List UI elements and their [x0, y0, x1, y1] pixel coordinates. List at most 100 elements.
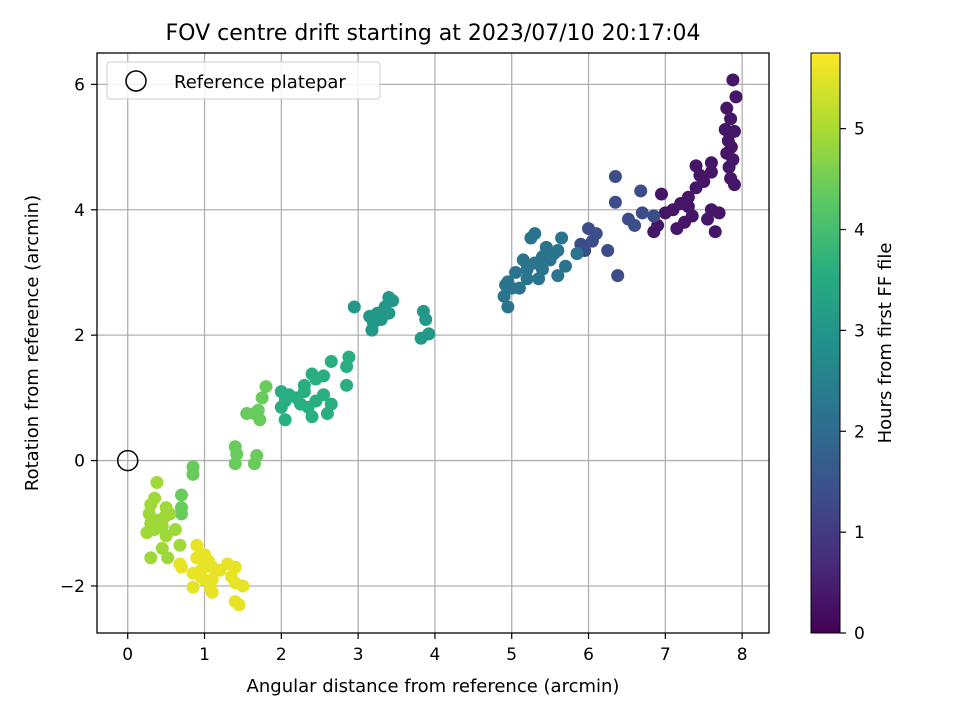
data-point	[324, 354, 338, 368]
data-point	[555, 231, 569, 245]
x-axis-ticks: 0 1 2 3 4 5 6 7 8	[122, 633, 748, 665]
data-point	[173, 538, 187, 552]
chart-title: FOV centre drift starting at 2023/07/10 …	[166, 21, 701, 46]
x-tick-label: 0	[122, 645, 133, 665]
data-point	[236, 579, 250, 593]
data-point	[213, 563, 227, 577]
colorbar-label: Hours from first FF file	[875, 243, 896, 444]
data-point	[347, 300, 361, 314]
y-axis-label: Rotation from reference (arcmin)	[22, 195, 43, 491]
data-point	[634, 184, 648, 198]
data-point	[689, 181, 703, 195]
data-point	[524, 231, 538, 245]
legend-label-reference: Reference platepar	[174, 72, 346, 93]
data-point	[712, 206, 726, 220]
colorbar-tick-label: 3	[854, 321, 865, 341]
data-point	[324, 397, 338, 411]
y-axis-ticks: −2 0 2 4 6	[60, 75, 97, 597]
colorbar-gradient	[810, 52, 841, 634]
colorbar-ticks: 0 1 2 3 4 5	[840, 120, 865, 644]
x-tick-label: 6	[583, 645, 594, 665]
data-point	[259, 380, 273, 394]
data-point	[140, 526, 154, 540]
y-tick-label: 6	[74, 75, 85, 95]
data-point	[647, 225, 661, 239]
data-point	[173, 557, 187, 571]
data-point	[205, 585, 219, 599]
data-point	[340, 378, 354, 392]
data-point	[727, 178, 741, 192]
data-point	[724, 112, 738, 126]
legend: Reference platepar	[106, 61, 381, 100]
data-point	[150, 476, 164, 490]
colorbar-tick-label: 2	[854, 422, 865, 442]
data-point	[601, 244, 615, 258]
data-point	[701, 212, 715, 226]
reference-platepar-marker	[116, 449, 139, 472]
data-point	[363, 309, 377, 323]
y-tick-label: 2	[74, 326, 85, 346]
data-point	[520, 272, 534, 286]
data-point	[727, 124, 741, 138]
data-point	[647, 209, 661, 223]
x-tick-label: 5	[506, 645, 517, 665]
data-point	[294, 397, 308, 411]
grid-lines	[97, 53, 769, 633]
data-point	[158, 510, 172, 524]
data-point	[551, 269, 565, 283]
data-point	[414, 331, 428, 345]
data-point	[535, 262, 549, 276]
data-point	[155, 541, 169, 555]
data-point	[570, 247, 584, 261]
data-point	[174, 507, 188, 521]
data-point	[729, 90, 743, 104]
data-point	[520, 262, 534, 276]
data-point	[305, 410, 319, 424]
colorbar: 0 1 2 3 4 5 Hours from first FF file	[810, 52, 896, 644]
y-tick-label: −2	[60, 577, 85, 597]
data-point	[274, 400, 288, 414]
data-point	[161, 551, 175, 565]
data-point	[704, 165, 718, 179]
data-point	[608, 170, 622, 184]
data-point	[278, 413, 292, 427]
data-point	[611, 269, 625, 283]
data-point	[297, 378, 311, 392]
data-point	[635, 206, 649, 220]
data-point	[340, 360, 354, 374]
colorbar-tick-label: 0	[854, 624, 865, 644]
x-axis-label: Angular distance from reference (arcmin)	[247, 676, 620, 697]
x-tick-label: 7	[660, 645, 671, 665]
data-point	[198, 560, 212, 574]
plot-frame	[96, 52, 770, 634]
colorbar-tick-label: 4	[854, 221, 865, 241]
data-point	[274, 385, 288, 399]
data-point	[551, 244, 565, 258]
data-point	[722, 160, 736, 174]
data-point	[704, 156, 718, 170]
data-point	[499, 278, 513, 292]
data-point	[670, 222, 684, 236]
data-point	[720, 101, 734, 115]
data-point	[621, 212, 635, 226]
y-tick-label: 0	[74, 452, 85, 472]
data-point	[168, 523, 182, 537]
data-point	[543, 253, 557, 267]
data-point	[582, 222, 596, 236]
data-point	[419, 312, 433, 326]
x-tick-label: 3	[353, 645, 364, 665]
data-point	[608, 195, 622, 209]
data-point	[255, 391, 269, 405]
data-point	[186, 467, 200, 481]
data-point	[654, 187, 668, 201]
data-point	[247, 457, 261, 471]
data-point	[585, 234, 599, 248]
data-point	[190, 551, 204, 565]
legend-marker-reference	[125, 70, 147, 92]
x-tick-label: 1	[199, 645, 210, 665]
data-point	[232, 598, 246, 612]
data-point	[228, 457, 242, 471]
data-point	[374, 312, 388, 326]
data-point	[186, 580, 200, 594]
